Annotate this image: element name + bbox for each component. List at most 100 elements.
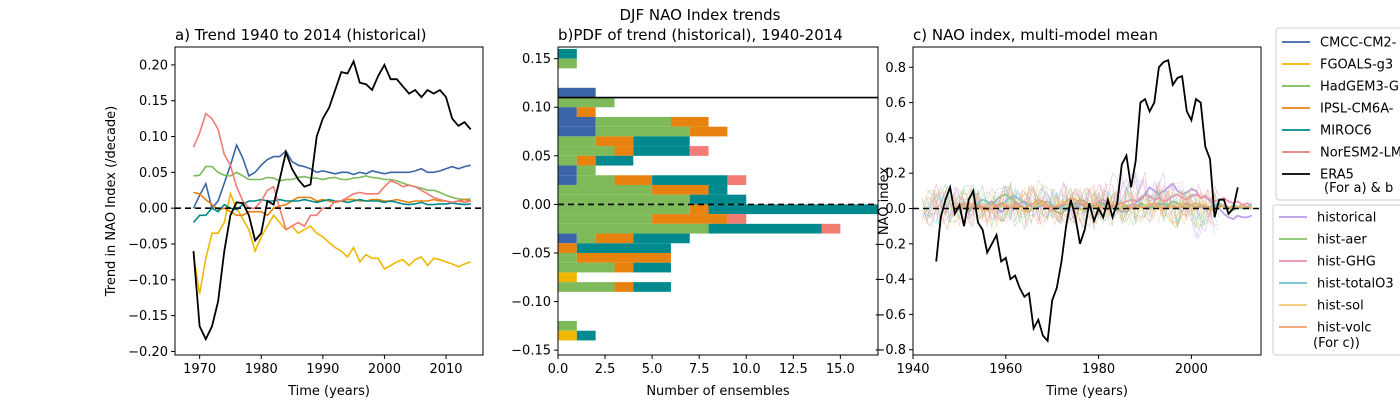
- panel-b-bar-hadgem3-gc31-ll: [558, 146, 615, 156]
- panel-b-bar-hadgem3-gc31-ll: [558, 136, 596, 147]
- panel-b-bar-cmcc-cm2-sr5: [558, 175, 577, 185]
- panel-c-axes-frame: [912, 46, 1262, 356]
- panel-a-ytick-label: −0.10: [128, 273, 168, 288]
- panel-b-bar-cmcc-cm2-sr5: [558, 233, 577, 244]
- panel-a-xtick-label: 1990: [306, 362, 339, 377]
- panel-c-ytick-label: −0.6: [874, 308, 906, 323]
- panel-b-bar-hadgem3-gc31-ll: [558, 223, 709, 234]
- panel-b-xtick-label: 10.0: [732, 362, 761, 377]
- panel-b-title: b)PDF of trend (historical), 1940-2014: [558, 26, 843, 44]
- panel-b-bar-miroc6: [633, 262, 671, 273]
- panel-c-xtick-label: 1980: [1082, 362, 1115, 377]
- panel-b-bar-hadgem3-gc31-ll: [558, 184, 653, 195]
- figure-suptitle: DJF NAO Index trends: [619, 6, 780, 24]
- legend-models-item-label: ERA5: [1320, 168, 1354, 183]
- panel-b-bar-hadgem3-gc31-ll: [558, 282, 615, 292]
- panel-b-bar-ipsl-cm6a-lr: [652, 214, 728, 224]
- legend-models-note: (For a) & b: [1324, 181, 1393, 196]
- panel-c-member-hist-volc: [924, 184, 1218, 226]
- panel-a-xlabel: Time (years): [287, 384, 370, 399]
- panel-c-title: c) NAO index, multi-model mean: [913, 26, 1158, 44]
- panel-c-series-era5: [935, 58, 1239, 344]
- panel-b-xtick-label: 0.0: [548, 362, 569, 377]
- panel-c-xtick-label: 2000: [1175, 362, 1208, 377]
- legend-models-item-label: CMCC-CM2-: [1320, 36, 1397, 51]
- panel-a-xtick-label: 1970: [183, 362, 216, 377]
- panel-a-ytick-label: −0.20: [128, 345, 168, 360]
- legend-models-item-label: NorESM2-LM: [1320, 146, 1400, 161]
- panel-b-axes-frame: [557, 46, 879, 356]
- panel-b-ytick-label: 0.10: [522, 101, 551, 116]
- panel-b-xtick-label: 7.5: [689, 362, 710, 377]
- panel-c-xtick-label: 1940: [896, 362, 929, 377]
- panel-a-ylabel: Trend in NAO Index (/decade): [104, 106, 119, 298]
- legend-experiments-item-label: hist-totalO3: [1317, 277, 1394, 292]
- panel-b-bar-hadgem3-gc31-ll: [558, 155, 577, 166]
- panel-b-bar-miroc6: [576, 330, 596, 341]
- panel-a-series-cmcc-cm2-sr5: [192, 142, 471, 210]
- panel-b-xlabel: Number of ensembles: [646, 384, 790, 399]
- panel-b-bar-miroc6: [689, 194, 747, 205]
- panel-a: 1970 1980 1990 2000 2010 −0.20 −0.15 −0.10 −0.05…: [104, 26, 484, 399]
- legend-experiments-frame: [1272, 204, 1400, 356]
- legend-models-item-label: MIROC6: [1320, 124, 1372, 139]
- panel-c-ytick-label: 0.2: [885, 167, 906, 182]
- panel-b-bar-miroc6: [708, 223, 822, 234]
- panel-a-series-ipsl-cm6a-lr: [193, 191, 471, 217]
- panel-b-bar-hadgem3-gc31-ll: [558, 320, 577, 331]
- panel-b-bar-ipsl-cm6a-lr: [576, 252, 671, 263]
- panel-b-bar-cmcc-cm2-sr5: [558, 165, 577, 176]
- panel-c-ytick-label: 0.0: [885, 202, 906, 217]
- panel-b-bar-ipsl-cm6a-lr: [558, 243, 577, 253]
- panel-b-bar-hadgem3-gc31-ll: [595, 116, 671, 127]
- legend-models-frame: [1275, 27, 1400, 201]
- panel-b-bar-ipsl-cm6a-lr: [689, 126, 728, 137]
- panel-b-bar-ipsl-cm6a-lr: [670, 116, 709, 127]
- panel-b: 0.0 2.5 5.0 7.5 10.0 12.5 15.0 −0.15 −0.10 −0.05 0…: [511, 26, 879, 399]
- panel-b-bar-miroc6: [652, 175, 728, 185]
- panel-b-bar-miroc6: [633, 282, 671, 292]
- panel-b-bar-fgoals-g3: [558, 330, 577, 341]
- panel-c-ylabel: NAO index: [877, 167, 892, 236]
- panel-b-bar-cmcc-cm2-sr5: [558, 107, 577, 117]
- panel-a-ytick-label: 0.00: [139, 202, 168, 217]
- panel-b-bar-miroc6: [633, 136, 690, 147]
- panel-b-bar-hadgem3-gc31-ll: [595, 126, 690, 137]
- panel-b-bar-ipsl-cm6a-lr: [652, 184, 709, 195]
- panel-b-bar-ipsl-cm6a-lr: [614, 262, 634, 273]
- panel-c-ytick-label: 0.8: [885, 61, 906, 76]
- panel-b-bar-hadgem3-gc31-ll: [576, 175, 615, 185]
- panel-a-series-hadgem3-gc31-ll: [193, 165, 471, 201]
- panel-a-xtick-label: 2010: [429, 362, 462, 377]
- legend-experiments-item-label: hist-GHG: [1317, 255, 1376, 270]
- panel-b-bar-noresm2-lm: [689, 146, 709, 156]
- panel-b-bar-ipsl-cm6a-lr: [576, 107, 596, 117]
- panel-b-ytick-label: −0.05: [511, 246, 551, 261]
- panel-b-bar-ipsl-cm6a-lr: [595, 233, 634, 244]
- panel-c-ytick-label: −0.2: [874, 237, 906, 252]
- panel-a-ytick-label: −0.05: [128, 237, 168, 252]
- panel-b-ytick-label: 0.05: [522, 149, 551, 164]
- panel-a-ytick-label: 0.10: [139, 130, 168, 145]
- panel-b-bar-hadgem3-gc31-ll: [558, 194, 690, 205]
- panel-c-member-hist-sol: [924, 186, 1218, 229]
- panel-c-ytick-label: 0.6: [885, 96, 906, 111]
- panel-b-bar-miroc6: [576, 243, 671, 253]
- panel-a-plot-area: [175, 58, 483, 342]
- panel-a-ytick-label: 0.15: [139, 94, 168, 109]
- panel-b-bar-noresm2-lm: [727, 175, 747, 185]
- panel-b-bar-hadgem3-gc31-ll: [558, 214, 653, 224]
- panel-b-bar-miroc6: [633, 233, 690, 244]
- panel-c-ytick-label: 0.4: [885, 131, 906, 146]
- panel-b-bar-hadgem3-gc31-ll: [558, 58, 577, 69]
- panel-a-title: a) Trend 1940 to 2014 (historical): [175, 26, 427, 44]
- panel-c-ytick-label: −0.4: [874, 273, 906, 288]
- legend-experiments-item-label: historical: [1317, 211, 1376, 226]
- panel-b-ytick-label: −0.15: [511, 344, 551, 359]
- legend-experiments-item-label: hist-aer: [1317, 233, 1367, 248]
- panel-b-bar-hadgem3-gc31-ll: [576, 165, 596, 176]
- panel-b-xtick-label: 2.5: [595, 362, 616, 377]
- legend-experiments-item-label: hist-sol: [1317, 299, 1364, 314]
- panel-b-bar-miroc6: [558, 48, 577, 59]
